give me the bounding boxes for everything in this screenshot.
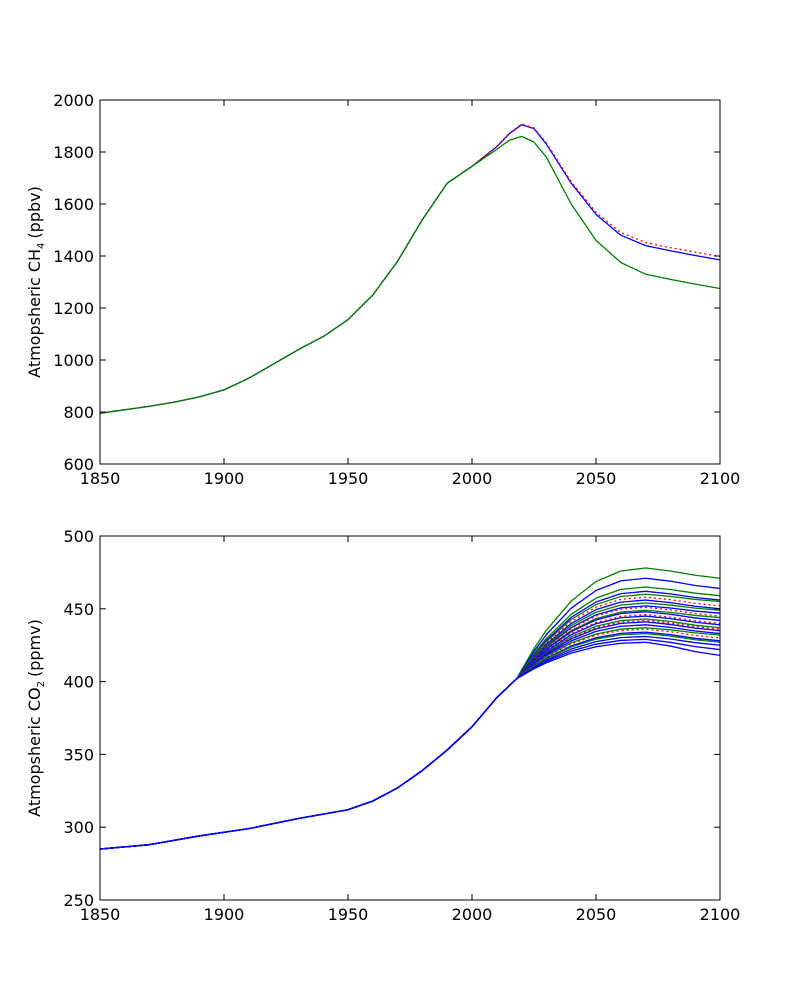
ensemble-line-18: [100, 627, 720, 850]
ensemble-line-13: [100, 615, 720, 850]
y-tick-label: 600: [63, 455, 94, 474]
y-tick-label: 250: [63, 891, 94, 910]
ensemble-line-10: [100, 609, 720, 850]
y-axis-label: Atmopsheric CH4(ppbv): [25, 186, 47, 378]
ensemble-line-1: [100, 577, 720, 850]
x-tick-label: 1850: [80, 905, 121, 924]
x-tick-label: 2050: [576, 469, 617, 488]
y-tick-label: 1400: [53, 247, 94, 266]
ensemble-line-0: [100, 567, 720, 850]
y-tick-label: 2000: [53, 91, 94, 110]
ensemble-line-11: [100, 611, 720, 850]
x-tick-label: 1900: [204, 469, 245, 488]
y-tick-label: 350: [63, 745, 94, 764]
series-line-0: [100, 124, 720, 414]
ensemble-line-24: [100, 641, 720, 850]
x-tick-label: 2000: [452, 469, 493, 488]
ensemble-line-21: [100, 632, 720, 850]
y-tick-label: 800: [63, 403, 94, 422]
y-tick-label: 500: [63, 527, 94, 546]
x-tick-label: 2100: [700, 469, 741, 488]
y-tick-label: 1800: [53, 143, 94, 162]
ensemble-line-23: [100, 638, 720, 850]
y-axis-label: Atmopsheric CO2(ppmv): [25, 619, 47, 817]
ensemble-line-14: [100, 618, 720, 850]
series-group: [100, 123, 720, 414]
y-tick-label: 300: [63, 818, 94, 837]
ensemble-line-8: [100, 605, 720, 850]
x-tick-label: 1950: [328, 905, 369, 924]
x-tick-label: 2050: [576, 905, 617, 924]
series-group: [100, 567, 720, 850]
y-tick-label: 400: [63, 673, 94, 692]
ch4-chart: 1850 1900 1950 2000 2050 2100 600 800 1000 1200 14…: [25, 91, 740, 488]
x-tick-label: 2000: [452, 905, 493, 924]
x-tick-label: 2100: [700, 905, 741, 924]
y-tick-label: 1600: [53, 195, 94, 214]
ensemble-line-17: [100, 624, 720, 850]
ensemble-line-20: [100, 631, 720, 850]
x-tick-label: 1900: [204, 905, 245, 924]
ensemble-line-19: [100, 628, 720, 850]
series-line-2: [100, 135, 720, 414]
plot-frame: [99, 99, 721, 465]
ensemble-line-15: [100, 619, 720, 850]
ensemble-line-16: [100, 621, 720, 850]
y-tick-label: 1000: [53, 351, 94, 370]
ensemble-line-5: [100, 596, 720, 850]
x-tick-label: 1850: [80, 469, 121, 488]
ensemble-line-22: [100, 635, 720, 850]
y-tick-label: 1200: [53, 299, 94, 318]
x-tick-label: 1950: [328, 469, 369, 488]
plot-frame: [99, 535, 721, 901]
y-tick-label: 450: [63, 600, 94, 619]
co2-chart: 1850 1900 1950 2000 2050 2100 250 300 350 400 450 5…: [25, 527, 740, 924]
ensemble-line-12: [100, 613, 720, 850]
series-line-1: [100, 123, 720, 414]
